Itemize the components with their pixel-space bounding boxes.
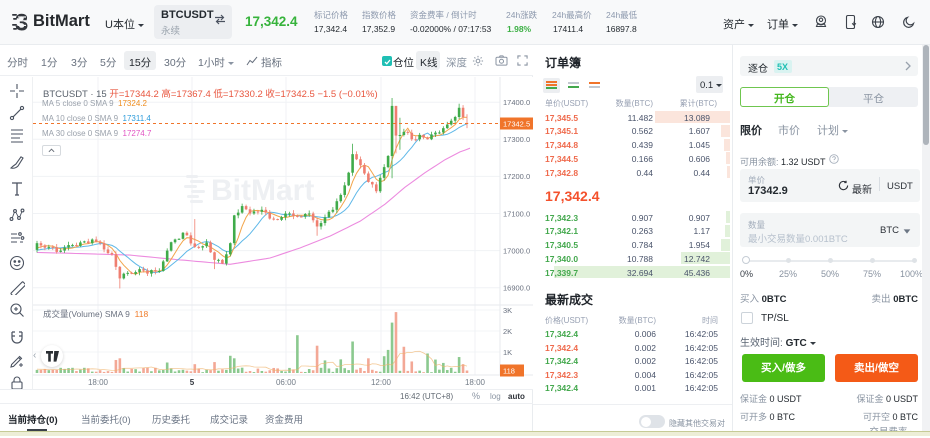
svg-text:3K: 3K bbox=[503, 306, 512, 315]
svg-text:17400.0: 17400.0 bbox=[503, 98, 530, 107]
svg-text:BitMart: BitMart bbox=[211, 174, 314, 207]
svg-text:18:00: 18:00 bbox=[88, 378, 109, 387]
svg-text:2K: 2K bbox=[503, 327, 512, 336]
svg-text:1K: 1K bbox=[503, 348, 512, 357]
svg-text:17200.0: 17200.0 bbox=[503, 172, 530, 181]
svg-text:18:00: 18:00 bbox=[465, 378, 486, 387]
svg-text:118: 118 bbox=[503, 366, 515, 375]
svg-text:5: 5 bbox=[190, 378, 195, 387]
svg-text:16900.0: 16900.0 bbox=[503, 284, 530, 293]
svg-text:17000.0: 17000.0 bbox=[503, 246, 530, 255]
svg-text:06:00: 06:00 bbox=[276, 378, 297, 387]
svg-text:17342.5: 17342.5 bbox=[503, 119, 530, 128]
svg-text:12:00: 12:00 bbox=[371, 378, 392, 387]
svg-text:17300.0: 17300.0 bbox=[503, 135, 530, 144]
svg-text:17100.0: 17100.0 bbox=[503, 209, 530, 218]
